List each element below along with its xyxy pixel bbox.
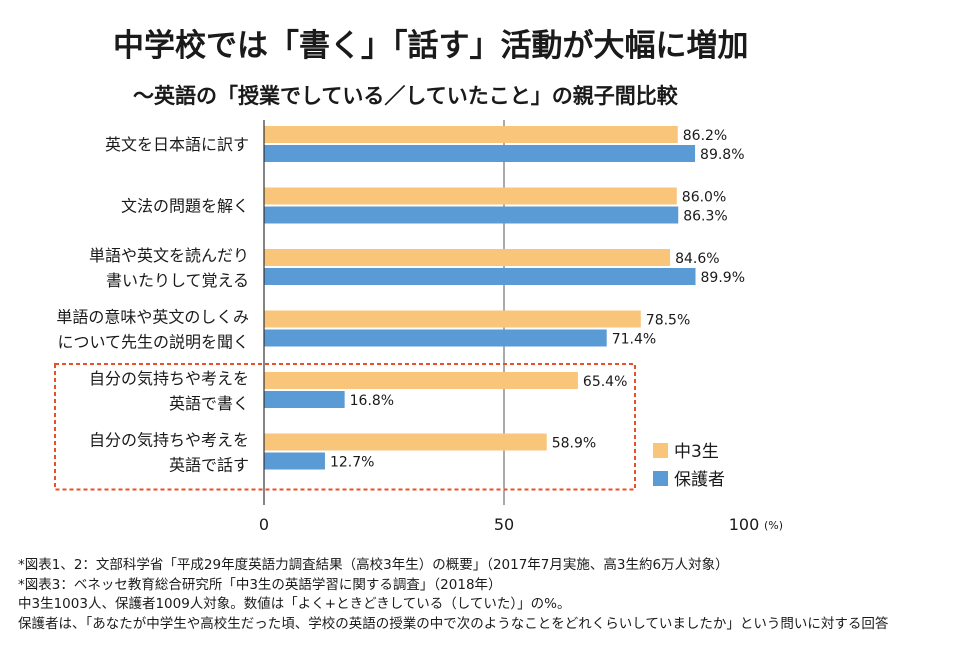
category-label-3-0: 単語の意味や英文のしくみ: [56, 308, 249, 327]
data-label-student-0: 86.2%: [683, 128, 727, 144]
bar-parent-4: [264, 391, 345, 408]
legend-label-0: 中3生: [674, 442, 719, 462]
category-label-0: 英文を日本語に訳す: [105, 135, 249, 154]
x-tick-label-50: 50: [494, 515, 514, 534]
data-label-student-4: 65.4%: [583, 374, 627, 390]
category-label-5-1: 英語で話す: [169, 456, 249, 475]
footnote-1: *図表1、2：文部科学省「平成29年度英語力調査結果（高校3年生）の概要」（20…: [18, 557, 729, 573]
category-label-3-1: について先生の説明を聞く: [57, 333, 249, 352]
data-label-parent-5: 12.7%: [330, 455, 374, 471]
data-label-parent-0: 89.8%: [700, 147, 744, 163]
data-label-parent-2: 89.9%: [701, 270, 745, 286]
category-label-2-0: 単語や英文を読んだり: [89, 246, 249, 265]
data-label-parent-1: 86.3%: [683, 209, 727, 225]
bar-student-1: [264, 187, 677, 205]
data-label-student-2: 84.6%: [675, 251, 719, 267]
x-tick-label-0: 0: [259, 515, 269, 534]
chart-title: 中学校では「書く」「話す」活動が大幅に増加: [113, 28, 749, 64]
x-tick-label-100: 100: [729, 515, 760, 534]
category-label-5-0: 自分の気持ちや考えを: [89, 431, 249, 450]
category-label-1: 文法の問題を解く: [121, 197, 249, 216]
data-label-parent-4: 16.8%: [350, 393, 394, 409]
bar-student-2: [264, 249, 671, 266]
footnote-4: 保護者は、「あなたが中学生や高校生だった頃、学校の英語の授業の中で次のようなこと…: [18, 615, 889, 632]
category-label-4-0: 自分の気持ちや考えを: [89, 369, 249, 388]
bar-parent-2: [264, 268, 696, 285]
legend-swatch-1: [653, 471, 668, 486]
data-label-student-1: 86.0%: [682, 190, 726, 206]
data-label-parent-3: 71.4%: [612, 332, 656, 348]
x-axis-unit: (%): [764, 519, 783, 532]
footnotes: *図表1、2：文部科学省「平成29年度英語力調査結果（高校3年生）の概要」（20…: [18, 556, 888, 634]
bar-student-3: [264, 310, 641, 328]
footnote-3: 中3生1003人、保護者1009人対象。数値は「よく+ときどきしている（していた…: [18, 596, 571, 612]
footnote-2: *図表3：ベネッセ教育総合研究所「中3生の英語学習に関する調査」（2018年）: [18, 576, 502, 593]
chart-subtitle: ～英語の「授業でしている／していたこと」の親子間比較: [133, 84, 678, 108]
category-label-4-1: 英語で書く: [169, 394, 249, 413]
bar-student-5: [264, 433, 547, 451]
data-label-student-5: 58.9%: [552, 436, 596, 452]
legend-swatch-0: [653, 443, 668, 458]
highlight-box: [54, 363, 636, 491]
bar-parent-5: [264, 452, 325, 470]
bar-parent-0: [264, 145, 696, 162]
bar-parent-1: [264, 206, 679, 224]
bar-parent-3: [264, 329, 607, 347]
bar-student-4: [264, 372, 578, 389]
legend-label-1: 保護者: [674, 470, 725, 490]
bar-student-0: [264, 126, 678, 143]
category-label-2-1: 書いたりして覚える: [106, 271, 249, 290]
data-label-student-3: 78.5%: [646, 313, 690, 329]
